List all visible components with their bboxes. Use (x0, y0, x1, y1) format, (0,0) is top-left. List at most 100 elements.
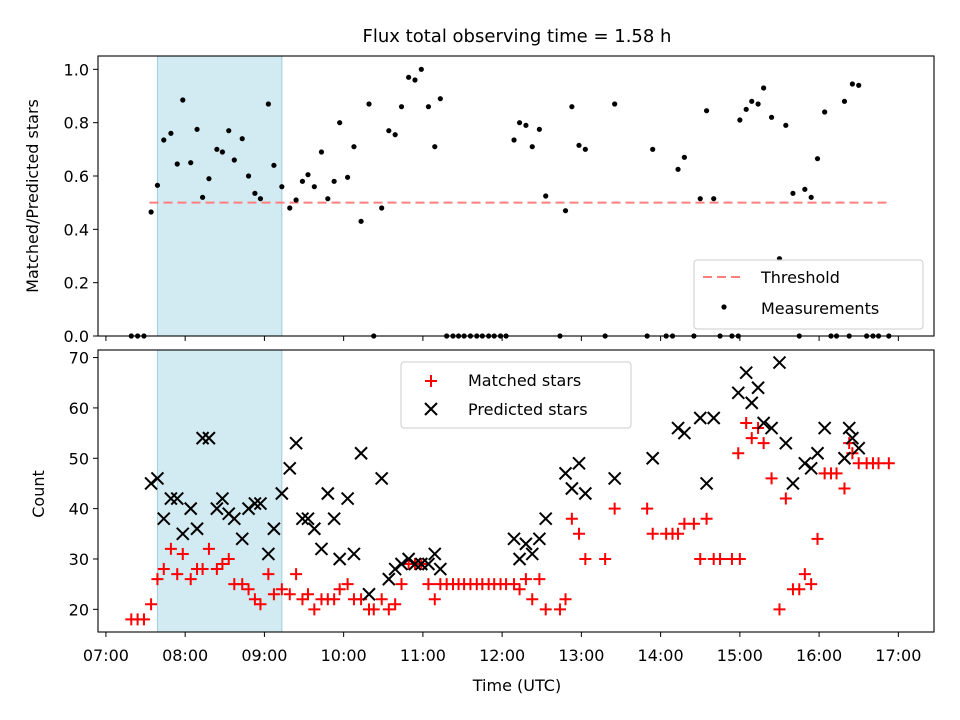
matched-point (700, 512, 713, 525)
predicted-point (512, 552, 527, 566)
matched-point (333, 583, 346, 596)
predicted-point (176, 527, 190, 541)
count-legend: Matched stars Predicted stars (400, 361, 632, 429)
x-tick-label: 14:00 (638, 646, 684, 665)
matched-point (694, 552, 707, 565)
measurement-point (398, 104, 405, 110)
measurement-point (841, 98, 848, 104)
matched-point (608, 502, 621, 515)
matched-point (202, 542, 215, 555)
matched-point (242, 583, 255, 596)
matched-point (641, 502, 654, 515)
matched-point (765, 472, 778, 485)
measurement-point (351, 144, 357, 150)
measurement-point (257, 196, 264, 202)
matched-point (296, 593, 309, 606)
matched-point (733, 552, 746, 565)
measurement-point (737, 117, 743, 123)
ratio-legend: Threshold Measurements (693, 259, 924, 330)
measurement-point (562, 208, 569, 214)
count-shaded-span (156, 349, 283, 633)
measurement-point (366, 101, 372, 107)
measurement-point (418, 66, 424, 72)
measurement-point (231, 157, 237, 163)
predicted-point (157, 511, 171, 526)
predicted-point (578, 486, 593, 501)
measurement-point (768, 114, 775, 120)
predicted-point (321, 486, 335, 501)
predicted-point (248, 496, 262, 511)
x-tick-label: 09:00 (241, 646, 287, 665)
predicted-points (144, 355, 866, 601)
measurement-point (650, 146, 656, 152)
predicted-point (235, 532, 249, 546)
matched-point (519, 573, 532, 586)
matched-point (328, 593, 341, 606)
predicted-point (772, 355, 787, 370)
predicted-point (519, 537, 533, 551)
matched-point (145, 598, 158, 611)
x-tick-label: 16:00 (796, 646, 842, 665)
count-y-label: Count (29, 470, 48, 518)
measurement-point (576, 142, 582, 148)
measurement-point (392, 132, 398, 138)
predicted-point (817, 421, 832, 435)
measurement-point (245, 173, 252, 179)
matched-point (151, 573, 164, 586)
matched-point (838, 482, 851, 495)
predicted-point (507, 532, 521, 546)
matched-point (275, 583, 288, 596)
matched-point (553, 603, 566, 616)
ratio-y-tick-label: 1.0 (64, 60, 89, 79)
legend-predicted-swatch (424, 402, 438, 416)
matched-point (395, 578, 408, 591)
predicted-point (693, 411, 707, 425)
measurement-point (612, 101, 618, 107)
matched-point (745, 432, 758, 445)
matched-point (513, 583, 526, 596)
measurement-point (180, 97, 186, 103)
legend-measurements-swatch (721, 304, 727, 310)
matched-point (872, 457, 885, 470)
matched-point (290, 568, 303, 581)
measurement-point (569, 104, 575, 110)
x-tick-label: 12:00 (479, 646, 525, 665)
measurement-point (761, 85, 767, 91)
predicted-point (532, 532, 547, 546)
matched-point (793, 583, 806, 596)
x-axis-label: Time (UTC) (472, 676, 561, 695)
count-x-ticks: 07:00 08:00 09:00 10:00 11:00 12:00 13:00 14:00… (83, 632, 921, 665)
measurement-point (412, 77, 418, 83)
measurement-point (425, 104, 432, 110)
count-y-tick-label: 70 (69, 349, 89, 368)
matched-point (222, 552, 235, 565)
measurement-point (856, 82, 862, 88)
matched-point (687, 517, 700, 530)
matched-point (382, 603, 395, 616)
predicted-point (572, 456, 586, 471)
count-axes-frame (97, 349, 935, 633)
measurement-point (219, 149, 226, 155)
measurement-point (239, 136, 245, 142)
matched-point (830, 467, 843, 480)
measurement-point (174, 161, 180, 167)
x-tick-label: 13:00 (558, 646, 604, 665)
predicted-point (202, 431, 216, 445)
predicted-point (307, 522, 322, 536)
predicted-point (253, 496, 268, 511)
matched-point (714, 552, 727, 565)
predicted-point (804, 461, 818, 476)
count-panel: 20 30 40 50 60 70 07:00 08:00 09:00 10:00 11:00 12… (29, 349, 935, 695)
measurement-point (529, 144, 535, 150)
measurement-point (331, 178, 337, 184)
count-y-tick-label: 30 (69, 550, 89, 569)
predicted-point (275, 486, 289, 501)
measurement-point (337, 120, 343, 126)
ratio-axes-frame (97, 55, 935, 337)
matched-point (164, 542, 177, 555)
count-y-tick-label: 50 (69, 449, 89, 468)
predicted-point (645, 451, 660, 465)
matched-point (773, 603, 786, 616)
chart-title: Flux total observing time = 1.58 h (363, 26, 672, 47)
predicted-point (170, 491, 184, 506)
